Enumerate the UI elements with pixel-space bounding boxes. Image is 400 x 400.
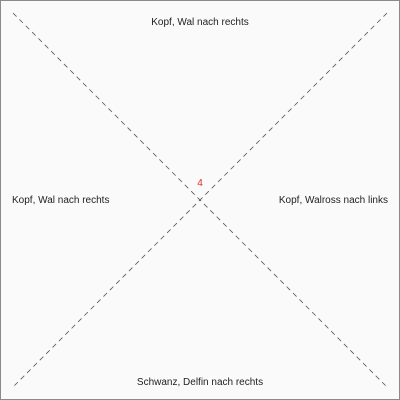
label-right: Kopf, Walross nach links (278, 195, 388, 206)
label-top: Kopf, Wal nach rechts (151, 17, 249, 28)
diagonal-top-right-to-bottom-left (12, 12, 388, 388)
center-number: 4 (197, 178, 203, 189)
label-left: Kopf, Wal nach rechts (12, 195, 110, 206)
label-bottom: Schwanz, Delfin nach rechts (136, 377, 264, 388)
